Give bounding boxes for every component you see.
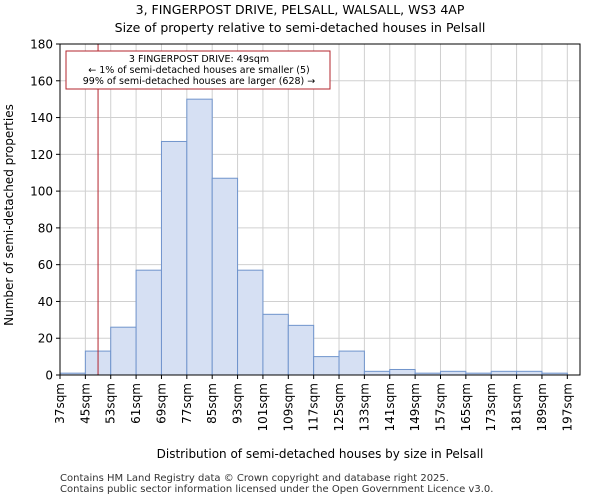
histogram-bar [338,350,365,376]
histogram-bar [211,177,239,376]
x-tick-labels: 37sqm 45sqm 53sqm 61sqm 69sqm 77sqm 85sqm 93sqm… [53,375,574,431]
axes [59,43,581,376]
annotation-line-1: 3 FINGERPOST DRIVE: 49sqm [129,54,269,65]
y-tick-label: 80 [38,221,53,235]
x-tick-label: 117sqm [307,383,321,431]
annotation-line-2: ← 1% of semi-detached houses are smaller… [88,65,309,76]
histogram-bar [135,269,162,376]
x-tick-label: 181sqm [510,383,524,431]
x-tick-label: 173sqm [484,383,498,431]
x-tick-label: 197sqm [560,383,574,431]
y-tick-label: 40 [38,295,53,309]
x-tick-label: 69sqm [154,383,168,424]
x-tick-label: 133sqm [357,383,371,431]
x-tick-label: 77sqm [180,383,194,424]
footer-line-2: Contains public sector information licen… [60,484,494,495]
histogram-bar [287,324,315,376]
chart-title: 3, FINGERPOST DRIVE, PELSALL, WALSALL, W… [135,2,465,17]
x-tick-label: 101sqm [256,383,270,431]
y-tick-labels: 0 20 40 60 80 100 120 140 160 180 [30,38,60,383]
x-tick-label: 85sqm [205,383,219,424]
x-tick-label: 165sqm [459,383,473,431]
y-tick-label: 140 [30,111,53,125]
y-tick-label: 180 [30,38,53,52]
bars [59,98,568,376]
y-tick-label: 120 [30,148,53,162]
footer-line-1: Contains HM Land Registry data © Crown c… [60,473,449,484]
histogram-bar [363,370,391,376]
x-tick-label: 189sqm [535,383,549,431]
y-tick-label: 0 [45,369,53,383]
histogram-bar [110,326,137,376]
y-tick-label: 60 [38,258,53,272]
x-tick-label: 53sqm [104,383,118,424]
histogram-bar [237,269,264,376]
y-tick-label: 100 [30,185,53,199]
annotation-line-3: 99% of semi-detached houses are larger (… [83,76,316,87]
x-tick-label: 141sqm [383,383,397,431]
y-tick-label: 160 [30,74,53,88]
x-tick-label: 149sqm [408,383,422,431]
x-tick-label: 93sqm [231,383,245,424]
x-tick-label: 61sqm [129,383,143,424]
histogram-bar [490,370,518,376]
annotation-box: 3 FINGERPOST DRIVE: 49sqm ← 1% of semi-d… [65,50,331,90]
x-tick-label: 37sqm [53,383,67,424]
x-tick-label: 125sqm [332,383,346,431]
chart-subtitle: Size of property relative to semi-detach… [114,20,486,35]
histogram-bar [186,98,213,376]
histogram-bar [160,140,188,376]
histogram-bar [389,368,416,376]
x-tick-label: 45sqm [78,383,92,424]
y-tick-label: 20 [38,332,53,346]
y-axis-label: Number of semi-detached properties [2,104,16,326]
x-tick-label: 157sqm [433,383,447,431]
histogram-bar [313,356,340,376]
histogram-bar [262,313,289,376]
histogram-bar [516,370,543,376]
x-tick-label: 109sqm [281,383,295,431]
histogram-bar [439,370,467,376]
x-axis-label: Distribution of semi-detached houses by … [157,447,484,461]
plot-frame [59,43,581,376]
